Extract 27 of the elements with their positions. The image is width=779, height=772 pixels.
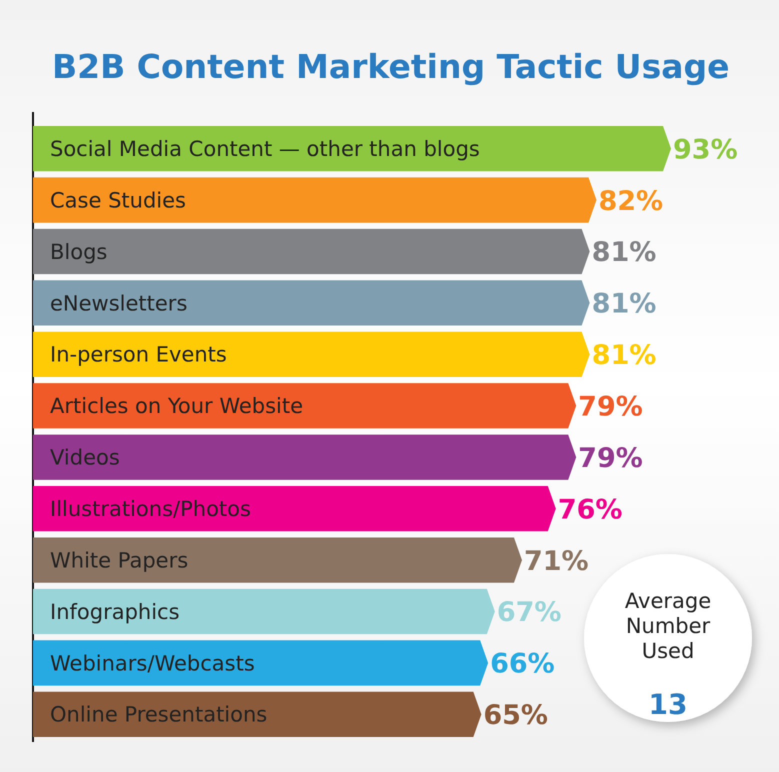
data-label: 81%	[592, 340, 656, 372]
data-label: 82%	[598, 186, 664, 217]
annotation: 13	[648, 688, 688, 721]
y-tick-label: White Papers	[50, 548, 188, 572]
y-tick-label: Webinars/Webcasts	[50, 651, 255, 676]
data-label: 66%	[490, 648, 555, 680]
data-label: 65%	[483, 700, 548, 732]
data-label: 71%	[524, 546, 589, 577]
y-tick-label: Case Studies	[50, 188, 186, 212]
y-tick-label: Blogs	[50, 240, 108, 264]
y-tick-label: Illustrations/Photos	[50, 496, 251, 521]
annotation: Average Number Used	[624, 589, 712, 663]
data-label: 76%	[558, 494, 622, 526]
data-label: 79%	[578, 442, 643, 474]
y-tick-label: Infographics	[50, 600, 180, 624]
chart-title: B2B Content Marketing Tactic Usage	[52, 47, 730, 86]
y-tick-label: Articles on Your Website	[50, 394, 304, 418]
data-label: 79%	[578, 392, 643, 423]
y-tick-label: eNewsletters	[50, 291, 188, 316]
y-tick-label: Online Presentations	[50, 702, 268, 727]
data-label: 81%	[592, 288, 656, 320]
data-label: 93%	[673, 134, 738, 166]
data-label: 81%	[592, 237, 656, 268]
y-tick-label: Videos	[50, 446, 120, 470]
y-tick-label: Social Media Content — other than blogs	[50, 136, 480, 161]
data-label: 67%	[496, 597, 562, 628]
y-tick-label: In-person Events	[50, 342, 227, 367]
